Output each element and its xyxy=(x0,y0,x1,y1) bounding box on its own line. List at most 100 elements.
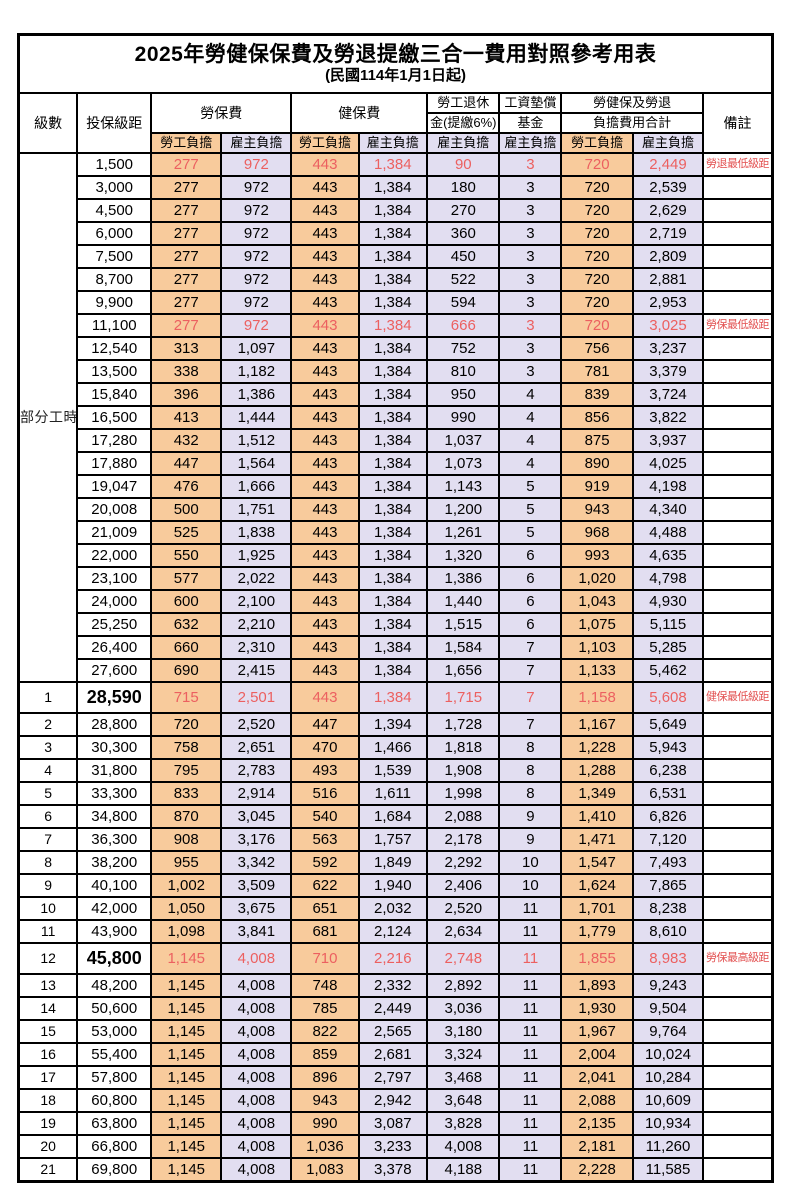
subheader-health-employer: 雇主負擔 xyxy=(357,132,429,154)
cell-bracket: 16,500 xyxy=(76,405,153,430)
cell-total-employer: 7,493 xyxy=(631,850,705,875)
cell-labor-employee: 720 xyxy=(150,712,223,737)
cell-health-employer: 1,384 xyxy=(357,589,429,614)
cell-pension-employer: 2,892 xyxy=(426,973,501,998)
cell-level: 17 xyxy=(17,1065,79,1090)
table-row: 25,250 632 2,210 443 1,384 1,515 6 1,075 5,115 xyxy=(19,612,774,637)
cell-bracket: 42,000 xyxy=(76,896,153,921)
cell-fund-employer: 8 xyxy=(498,758,563,783)
cell-fund-employer: 11 xyxy=(498,1019,563,1044)
cell-labor-employee: 432 xyxy=(150,428,223,453)
table-title-block: 2025年勞健保保費及勞退提繳三合一費用對照參考用表 (民國114年1月1日起) xyxy=(17,33,774,94)
cell-health-employee: 859 xyxy=(290,1042,360,1067)
cell-health-employer: 1,384 xyxy=(357,244,429,269)
cell-health-employee: 943 xyxy=(290,1088,360,1113)
cell-pension-employer: 3,648 xyxy=(426,1088,501,1113)
cell-level: 4 xyxy=(17,758,79,783)
cell-total-employer: 7,865 xyxy=(631,873,705,898)
cell-bracket: 48,200 xyxy=(76,973,153,998)
cell-remark xyxy=(702,973,774,998)
cell-bracket: 60,800 xyxy=(76,1088,153,1113)
cell-total-employee: 968 xyxy=(560,520,634,545)
cell-total-employee: 2,181 xyxy=(560,1134,634,1159)
cell-bracket: 26,400 xyxy=(76,635,153,660)
cell-fund-employer: 4 xyxy=(498,382,563,407)
cell-total-employee: 1,471 xyxy=(560,827,634,852)
cell-health-employer: 1,384 xyxy=(357,474,429,499)
subheader-total-employer: 雇主負擔 xyxy=(631,132,705,154)
cell-labor-employer: 1,182 xyxy=(220,359,293,384)
cell-remark: 勞退最低級距 xyxy=(702,152,774,177)
cell-labor-employer: 2,415 xyxy=(220,658,293,683)
table-row: 16 55,400 1,145 4,008 859 2,681 3,324 11 2,004 10… xyxy=(17,1042,774,1067)
cell-total-employer: 9,243 xyxy=(631,973,705,998)
cell-pension-employer: 3,468 xyxy=(426,1065,501,1090)
cell-total-employee: 1,624 xyxy=(560,873,634,898)
part-time-label-cell: 部分工時 xyxy=(17,152,79,683)
cell-bracket: 13,500 xyxy=(76,359,153,384)
cell-labor-employer: 1,444 xyxy=(220,405,293,430)
cell-total-employee: 919 xyxy=(560,474,634,499)
cell-total-employee: 1,967 xyxy=(560,1019,634,1044)
subheader-fund-employer: 雇主負擔 xyxy=(498,132,563,154)
cell-total-employer: 11,585 xyxy=(631,1157,705,1183)
cell-fund-employer: 11 xyxy=(498,1042,563,1067)
cell-total-employer: 5,649 xyxy=(631,712,705,737)
cell-total-employer: 5,285 xyxy=(631,635,705,660)
cell-health-employer: 2,681 xyxy=(357,1042,429,1067)
cell-bracket: 19,047 xyxy=(76,474,153,499)
cell-health-employee: 443 xyxy=(290,428,360,453)
cell-health-employee: 443 xyxy=(290,612,360,637)
cell-total-employer: 4,635 xyxy=(631,543,705,568)
cell-labor-employee: 313 xyxy=(150,336,223,361)
cell-total-employer: 2,881 xyxy=(631,267,705,292)
cell-total-employee: 781 xyxy=(560,359,634,384)
cell-labor-employee: 660 xyxy=(150,635,223,660)
cell-fund-employer: 11 xyxy=(498,1157,563,1183)
cell-labor-employee: 577 xyxy=(150,566,223,591)
cell-total-employee: 720 xyxy=(560,175,634,200)
table-row: 13 48,200 1,145 4,008 748 2,332 2,892 11 1,893 9,… xyxy=(17,973,774,998)
cell-total-employer: 5,115 xyxy=(631,612,705,637)
cell-remark xyxy=(702,1157,774,1183)
cell-labor-employer: 2,022 xyxy=(220,566,293,591)
cell-pension-employer: 3,036 xyxy=(426,996,501,1021)
cell-remark: 健保最低級距 xyxy=(702,681,774,714)
cell-labor-employee: 277 xyxy=(150,313,223,338)
cell-health-employee: 563 xyxy=(290,827,360,852)
cell-health-employee: 622 xyxy=(290,873,360,898)
cell-remark xyxy=(702,781,774,806)
cell-labor-employer: 3,509 xyxy=(220,873,293,898)
cell-bracket: 12,540 xyxy=(76,336,153,361)
cell-total-employer: 4,798 xyxy=(631,566,705,591)
cell-health-employer: 1,757 xyxy=(357,827,429,852)
cell-remark xyxy=(702,405,774,430)
col-header-pension-line1: 勞工退休 xyxy=(426,92,501,114)
cell-fund-employer: 4 xyxy=(498,451,563,476)
cell-health-employee: 443 xyxy=(290,221,360,246)
cell-fund-employer: 3 xyxy=(498,336,563,361)
cell-health-employee: 443 xyxy=(290,382,360,407)
cell-pension-employer: 270 xyxy=(426,198,501,223)
cell-fund-employer: 3 xyxy=(498,290,563,315)
cell-remark xyxy=(702,1065,774,1090)
cell-health-employee: 443 xyxy=(290,635,360,660)
table-row: 16,500 413 1,444 443 1,384 990 4 856 3,822 xyxy=(19,405,774,430)
cell-health-employer: 1,940 xyxy=(357,873,429,898)
cell-total-employee: 1,701 xyxy=(560,896,634,921)
cell-health-employer: 1,384 xyxy=(357,497,429,522)
table-row: 9 40,100 1,002 3,509 622 1,940 2,406 10 1,624 7,8… xyxy=(17,873,774,898)
cell-health-employee: 443 xyxy=(290,198,360,223)
cell-pension-employer: 1,728 xyxy=(426,712,501,737)
table-row: 17,280 432 1,512 443 1,384 1,037 4 875 3,937 xyxy=(19,428,774,453)
cell-total-employer: 4,025 xyxy=(631,451,705,476)
cell-labor-employer: 4,008 xyxy=(220,1111,293,1136)
cell-labor-employer: 4,008 xyxy=(220,1042,293,1067)
cell-labor-employer: 3,675 xyxy=(220,896,293,921)
cell-labor-employer: 972 xyxy=(220,290,293,315)
cell-total-employee: 1,133 xyxy=(560,658,634,683)
cell-pension-employer: 360 xyxy=(426,221,501,246)
cell-health-employer: 1,849 xyxy=(357,850,429,875)
cell-pension-employer: 1,584 xyxy=(426,635,501,660)
cell-health-employee: 990 xyxy=(290,1111,360,1136)
